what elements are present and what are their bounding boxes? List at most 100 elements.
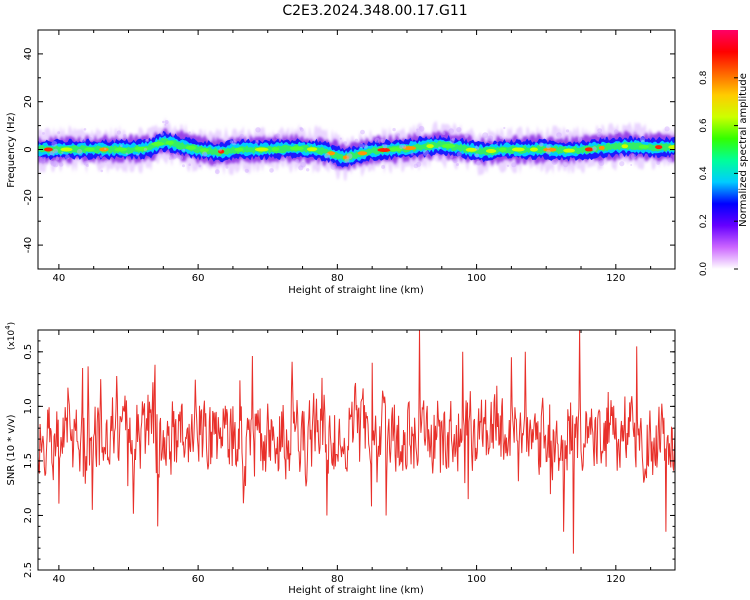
spectrogram-speckle xyxy=(104,147,107,151)
spectrogram-speckle xyxy=(42,132,45,135)
spectrogram-speckle xyxy=(422,150,429,156)
spectrogram-speckle xyxy=(329,161,333,166)
spectrogram-speckle xyxy=(59,162,64,167)
spectrogram-speckle xyxy=(299,126,303,130)
spectrogram-speckle xyxy=(476,160,481,165)
spectrogram-speckle xyxy=(392,127,396,132)
spectrogram-speckle xyxy=(201,151,208,157)
spectrogram-speckle xyxy=(214,169,220,175)
spectrogram-speckle xyxy=(324,152,331,159)
spectrogram-ylabel: Frequency (Hz) xyxy=(6,112,17,188)
spectrogram-speckle xyxy=(104,160,107,163)
spectrogram-speckle xyxy=(399,144,404,149)
y-tick-label: 2.5 xyxy=(23,562,34,578)
spectrogram-speckle xyxy=(577,137,583,142)
spectrogram-peak xyxy=(543,147,557,152)
spectrogram-speckle xyxy=(416,161,422,167)
spectrogram-speckle xyxy=(218,148,222,152)
spectrogram-peak xyxy=(151,141,165,146)
spectrogram-speckle xyxy=(51,140,58,147)
spectrogram-peak xyxy=(357,151,368,156)
spectrogram-speckle xyxy=(452,158,458,164)
spectrogram-speckle xyxy=(565,129,570,133)
spectrogram-speckle xyxy=(456,127,462,133)
spectrogram-speckle xyxy=(381,138,386,144)
spectrogram-speckle xyxy=(482,132,489,139)
spectrogram-speckle xyxy=(76,148,83,155)
spectrogram-ticks: 40 60 80 100 120 40 20 0 -20 -40 xyxy=(23,29,675,284)
spectrogram-speckle xyxy=(613,129,619,135)
spectrogram-peak xyxy=(99,147,109,152)
spectrogram-speckle xyxy=(61,151,64,154)
spectrogram-speckle xyxy=(633,131,637,135)
spectrogram-speckle xyxy=(49,150,55,156)
spectrogram-speckle xyxy=(239,137,242,140)
spectrogram-speckle xyxy=(664,126,670,132)
spectrogram-speckle xyxy=(475,160,481,166)
spectrogram-speckle xyxy=(551,159,558,165)
snr-ylabel: SNR (10 * v/v) xyxy=(6,414,17,485)
spectrogram-speckle xyxy=(618,153,623,158)
snr-multiplier: (x104) xyxy=(4,322,17,350)
spectrogram-speckle xyxy=(640,137,646,143)
spectrogram-speckle xyxy=(179,155,184,160)
x-tick-label: 60 xyxy=(192,574,205,585)
colorbar-tick-label: 0.4 xyxy=(699,166,709,181)
spectrogram-peak xyxy=(402,146,416,151)
spectrogram-peak xyxy=(114,147,128,152)
spectrogram-peak xyxy=(185,145,197,150)
spectrogram-speckle xyxy=(173,153,179,159)
spectrogram-speckle xyxy=(239,133,244,139)
spectrogram-peak xyxy=(271,147,280,152)
y-tick-label: 2.0 xyxy=(23,508,34,524)
spectrogram-peak xyxy=(655,145,663,150)
x-tick-label: 100 xyxy=(467,273,486,284)
y-tick-label: 1.0 xyxy=(23,398,34,414)
spectrogram-speckle xyxy=(50,160,57,167)
spectrogram-speckle xyxy=(360,129,365,135)
spectrogram-peak xyxy=(165,140,174,145)
spectrogram-speckle xyxy=(146,139,149,142)
spectrogram-speckle xyxy=(57,131,61,135)
spectrogram-peak xyxy=(199,148,209,153)
spectrogram-peak xyxy=(668,145,675,150)
spectrogram-peak xyxy=(584,147,594,152)
spectrogram-peak xyxy=(377,148,391,152)
y-tick-label: 0.5 xyxy=(23,344,34,360)
spectrogram-speckle xyxy=(85,164,89,167)
spectrogram-speckle xyxy=(300,161,306,168)
spectrogram-peak xyxy=(218,149,225,154)
spectrogram-speckle xyxy=(295,159,299,163)
x-tick-label: 40 xyxy=(53,273,66,284)
spectrogram-speckle xyxy=(464,133,469,138)
spectrogram-speckle xyxy=(168,156,172,160)
spectrogram-speckle xyxy=(255,127,261,133)
spectrogram-speckle xyxy=(182,148,186,152)
spectrogram-speckle xyxy=(188,163,191,166)
spectrogram-speckle xyxy=(275,133,281,139)
spectrogram-speckle xyxy=(438,146,441,150)
spectrogram-peak xyxy=(511,147,525,152)
spectrogram-speckle xyxy=(418,125,425,132)
spectrogram-speckle xyxy=(330,164,336,170)
spectrogram-speckle xyxy=(596,131,602,138)
spectrogram-speckle xyxy=(511,162,517,168)
spectrogram-speckle xyxy=(499,136,503,139)
spectrogram-speckle xyxy=(160,132,164,136)
spectrogram-peak xyxy=(530,147,538,152)
spectrogram-band xyxy=(38,116,675,181)
colorbar-tick-label: 0.0 xyxy=(699,262,709,277)
spectrogram-speckle xyxy=(448,128,455,134)
x-tick-label: 80 xyxy=(331,273,344,284)
snr-panel: 40 60 80 100 120 2.5 2.0 1.5 1.0 0.5 Height of st… xyxy=(4,322,676,596)
spectrogram-speckle xyxy=(380,138,384,142)
x-tick-label: 100 xyxy=(467,574,486,585)
spectrogram-speckle xyxy=(244,168,249,173)
spectrogram-peak xyxy=(441,143,456,148)
spectrogram-speckle xyxy=(450,155,453,159)
colorbar-tick-label: 0.6 xyxy=(699,118,709,133)
spectrogram-speckle xyxy=(298,165,304,171)
y-tick-label: 20 xyxy=(23,95,34,108)
spectrogram-speckle xyxy=(592,146,597,152)
y-tick-label: 0 xyxy=(23,146,34,152)
